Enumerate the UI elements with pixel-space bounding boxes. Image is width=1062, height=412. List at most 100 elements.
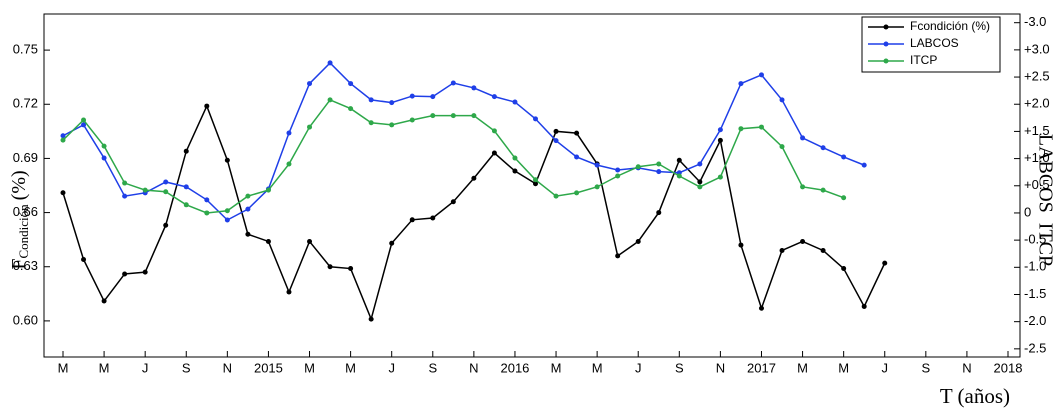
legend-marker [883, 58, 889, 64]
data-point [142, 269, 148, 275]
x-tick-label: J [142, 360, 149, 375]
data-point [471, 175, 477, 181]
legend-label: Fcondición (%) [910, 19, 990, 33]
x-tick-label: N [716, 360, 725, 375]
series-line [62, 104, 886, 322]
data-point [409, 93, 415, 99]
data-point [800, 135, 806, 141]
y2-tick-label: 0 [1024, 204, 1031, 219]
y-tick-label: 0.75 [13, 42, 38, 57]
data-point [204, 197, 210, 203]
x-tick-label: 2017 [747, 360, 776, 375]
data-point [368, 120, 374, 126]
data-point [286, 289, 292, 295]
data-point [738, 81, 744, 87]
data-point [389, 240, 395, 246]
data-point [512, 155, 518, 161]
x-tick-label: M [58, 360, 69, 375]
data-point [327, 264, 333, 270]
data-point [101, 143, 107, 149]
data-point [553, 138, 559, 144]
data-point [60, 133, 66, 139]
x-tick-label: M [592, 360, 603, 375]
y2-axis-label: LABCOS ITCP [1034, 134, 1056, 266]
data-point [101, 155, 107, 161]
y2-tick-label: -1.0 [1024, 259, 1046, 274]
data-point [717, 137, 723, 143]
data-point [882, 260, 888, 266]
x-tick-label: S [675, 360, 684, 375]
data-point [656, 169, 662, 175]
y-tick-label: 0.72 [13, 96, 38, 111]
legend-marker [883, 24, 889, 30]
data-point [656, 161, 662, 167]
data-point [204, 103, 210, 109]
x-axis-label: T (años) [940, 384, 1010, 408]
data-point [348, 106, 354, 112]
data-point [348, 81, 354, 87]
data-point [738, 126, 744, 132]
x-tick-label: M [345, 360, 356, 375]
y2-tick-label: -3.0 [1024, 14, 1046, 29]
data-point [738, 242, 744, 248]
data-point [224, 157, 230, 163]
data-point [800, 238, 806, 244]
data-point [841, 154, 847, 160]
data-point [758, 124, 764, 130]
data-point [779, 247, 785, 253]
x-tick-label: 2016 [500, 360, 529, 375]
data-point [81, 122, 87, 128]
data-point [800, 184, 806, 190]
data-point [286, 161, 292, 167]
data-point [450, 199, 456, 205]
x-tick-label: N [962, 360, 971, 375]
y2-tick-label: -2.0 [1024, 313, 1046, 328]
data-point [491, 150, 497, 156]
data-point [758, 305, 764, 311]
data-point [758, 72, 764, 78]
y-tick-label: 0.66 [13, 204, 38, 219]
y2-tick-label: +1.0 [1024, 150, 1050, 165]
data-point [327, 97, 333, 103]
data-point [779, 144, 785, 150]
x-tick-label: J [635, 360, 642, 375]
data-point [122, 193, 128, 199]
data-point [245, 206, 251, 212]
data-point [615, 253, 621, 259]
data-point [81, 117, 87, 123]
data-point [450, 80, 456, 86]
data-point [697, 179, 703, 185]
data-point [841, 266, 847, 272]
x-tick-label: M [797, 360, 808, 375]
data-point [224, 217, 230, 223]
legend-marker [883, 41, 889, 47]
x-tick-label: S [428, 360, 437, 375]
data-point [307, 238, 313, 244]
data-point [533, 116, 538, 122]
data-point [635, 238, 641, 244]
data-point [861, 303, 867, 309]
x-tick-label: S [182, 360, 191, 375]
data-point [368, 316, 374, 322]
data-point [348, 266, 354, 272]
y-tick-label: 0.60 [13, 312, 38, 327]
data-point [245, 231, 251, 237]
y-label-unit: (%) [8, 170, 30, 200]
y2-tick-label: -1.5 [1024, 286, 1046, 301]
data-point [224, 208, 230, 214]
data-point [471, 113, 477, 119]
data-point [60, 137, 66, 143]
data-point [163, 222, 169, 228]
data-point [553, 128, 559, 134]
data-point [204, 210, 210, 216]
data-point [635, 164, 641, 170]
data-point [183, 202, 189, 208]
legend-label: ITCP [910, 53, 937, 67]
data-point [574, 130, 580, 136]
data-point [820, 187, 826, 193]
data-point [841, 195, 847, 201]
x-tick-label: M [551, 360, 562, 375]
data-point [594, 162, 600, 168]
data-point [491, 94, 497, 100]
y2-tick-label: -0.5 [1024, 232, 1046, 247]
